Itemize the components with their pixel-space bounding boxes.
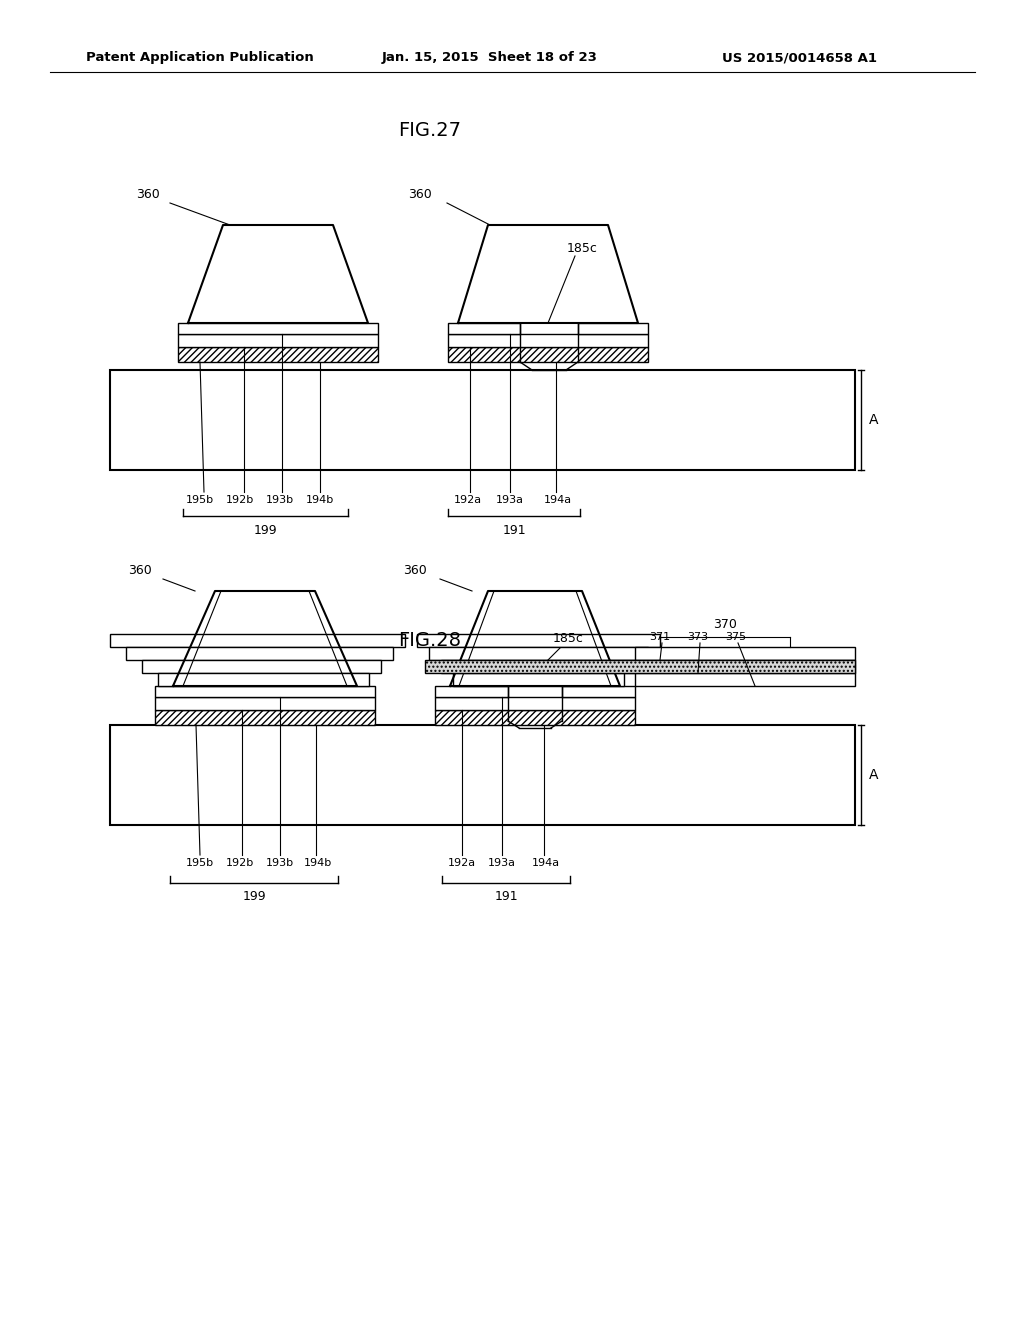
Bar: [453, 673, 624, 686]
Text: 195b: 195b: [186, 495, 214, 506]
Bar: [110, 725, 855, 825]
Bar: [417, 634, 660, 647]
Text: 370: 370: [713, 619, 737, 631]
Text: 192a: 192a: [454, 495, 482, 506]
Bar: [635, 660, 855, 673]
Text: 194a: 194a: [531, 858, 560, 869]
Text: FIG.27: FIG.27: [398, 120, 462, 140]
Text: 195b: 195b: [186, 858, 214, 869]
Text: 199: 199: [253, 524, 276, 536]
Text: 194a: 194a: [544, 495, 572, 506]
Bar: [155, 710, 375, 725]
Bar: [449, 347, 648, 362]
Bar: [449, 334, 648, 347]
Bar: [158, 673, 369, 686]
Text: 193a: 193a: [488, 858, 516, 869]
Text: 194b: 194b: [306, 495, 334, 506]
Text: 191: 191: [502, 524, 525, 536]
Bar: [449, 323, 520, 334]
Text: Jan. 15, 2015  Sheet 18 of 23: Jan. 15, 2015 Sheet 18 of 23: [382, 51, 598, 65]
Bar: [155, 697, 375, 710]
Bar: [110, 634, 406, 647]
Text: A: A: [869, 768, 879, 781]
Bar: [435, 686, 508, 697]
Text: 360: 360: [409, 189, 432, 202]
Bar: [178, 347, 378, 362]
Text: A: A: [869, 413, 879, 426]
Bar: [178, 323, 378, 334]
Bar: [578, 323, 648, 334]
Bar: [110, 370, 855, 470]
Text: 371: 371: [649, 632, 671, 642]
Bar: [178, 334, 378, 347]
Bar: [155, 686, 375, 697]
Text: Patent Application Publication: Patent Application Publication: [86, 51, 314, 65]
Text: 191: 191: [495, 891, 518, 903]
Text: 193b: 193b: [266, 495, 294, 506]
Text: 375: 375: [725, 632, 746, 642]
Bar: [435, 697, 635, 710]
Text: 193b: 193b: [266, 858, 294, 869]
Bar: [441, 660, 636, 673]
Bar: [635, 673, 855, 686]
Text: 192a: 192a: [447, 858, 476, 869]
Text: FIG.28: FIG.28: [398, 631, 462, 649]
Bar: [142, 660, 381, 673]
Text: 193a: 193a: [496, 495, 524, 506]
Text: 360: 360: [128, 565, 152, 578]
Bar: [429, 647, 648, 660]
Bar: [435, 710, 635, 725]
Bar: [562, 686, 635, 697]
Text: 360: 360: [403, 565, 427, 578]
Text: 185c: 185c: [553, 631, 584, 644]
Text: 373: 373: [687, 632, 709, 642]
Text: 194b: 194b: [304, 858, 332, 869]
Text: US 2015/0014658 A1: US 2015/0014658 A1: [723, 51, 878, 65]
Text: 185c: 185c: [566, 242, 597, 255]
Bar: [425, 660, 855, 673]
Bar: [126, 647, 393, 660]
Text: 192b: 192b: [226, 858, 254, 869]
Text: 199: 199: [243, 891, 266, 903]
Text: 360: 360: [136, 189, 160, 202]
Bar: [635, 647, 855, 660]
Text: 192b: 192b: [226, 495, 254, 506]
